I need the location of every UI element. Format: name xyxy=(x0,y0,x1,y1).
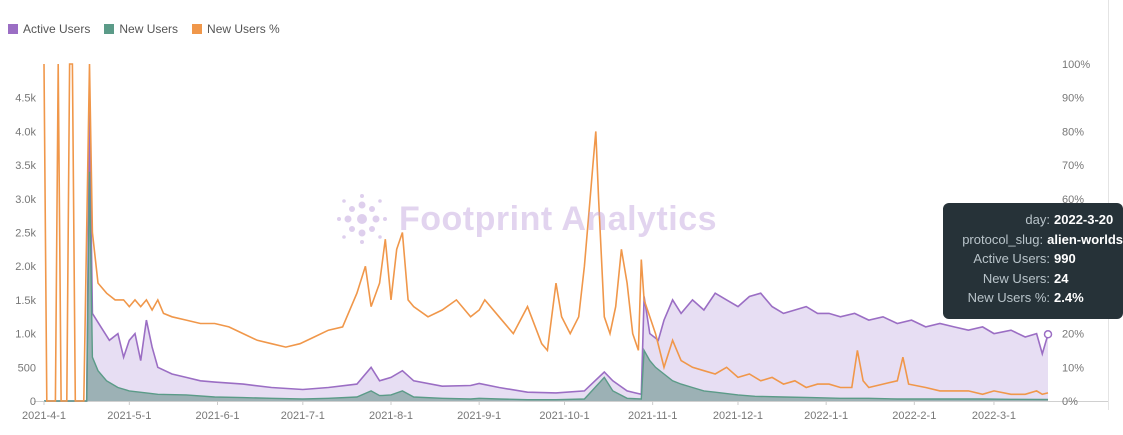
series-line-new-users xyxy=(44,171,1049,402)
legend-swatch xyxy=(104,24,115,34)
y2-tick-label: 20% xyxy=(1062,329,1084,341)
y2-tick-label: 100% xyxy=(1062,59,1090,71)
x-tick-label: 2021-4-1 xyxy=(22,410,66,422)
legend-label: New Users % xyxy=(207,22,280,36)
y-tick-label: 4.5k xyxy=(15,93,36,105)
legend-item-active-users[interactable]: Active Users xyxy=(8,22,90,36)
legend-swatch xyxy=(8,24,18,34)
tooltip-value: 2022-3-20 xyxy=(1054,212,1114,227)
legend-item-new-users[interactable]: New Users xyxy=(104,22,178,36)
tooltip-key: New Users %: xyxy=(967,290,1050,305)
y-tick-label: 4.0k xyxy=(15,126,36,138)
y-tick-label: 1.5k xyxy=(15,295,36,307)
y-tick-label: 500 xyxy=(18,362,36,374)
tooltip-row-protocol: protocol_slug: alien-worlds xyxy=(943,232,1123,252)
watermark: Footprint Analytics xyxy=(335,192,717,246)
x-tick-label: 2021-12-1 xyxy=(713,410,763,422)
y-tick-label: 1.0k xyxy=(15,329,36,341)
y2-tick-label: 70% xyxy=(1062,160,1084,172)
y-tick-label: 3.5k xyxy=(15,160,36,172)
tooltip-value: 990 xyxy=(1054,251,1076,266)
tooltip-key: protocol_slug: xyxy=(962,231,1044,247)
y-tick-label: 0 xyxy=(30,396,36,408)
tooltip-value: alien-worlds xyxy=(1047,231,1123,247)
legend-label: Active Users xyxy=(23,22,91,36)
series-line-active-users xyxy=(44,111,1049,402)
x-tick-label: 2021-5-1 xyxy=(107,410,151,422)
x-tick-label: 2021-8-1 xyxy=(369,410,413,422)
hover-point xyxy=(1043,330,1053,339)
tooltip-row-new-users: New Users: 24 xyxy=(943,271,1123,291)
tooltip-key: New Users: xyxy=(982,270,1050,286)
series-area-active-users xyxy=(44,111,1048,401)
tooltip-key: Active Users: xyxy=(973,251,1050,266)
y-tick-label: 3.0k xyxy=(15,194,36,206)
series-layer xyxy=(43,63,1049,402)
y2-tick-label: 90% xyxy=(1062,93,1084,105)
x-tick-label: 2021-9-1 xyxy=(457,410,501,422)
hover-marker xyxy=(1043,330,1053,339)
y2-tick-label: 10% xyxy=(1062,362,1084,374)
watermark-text: Footprint Analytics xyxy=(399,199,718,238)
tooltip-row-day: day: 2022-3-20 xyxy=(943,212,1123,232)
x-tick-label: 2022-1-1 xyxy=(804,410,848,422)
tooltip-row-new-users-percent: New Users %: 2.4% xyxy=(943,290,1123,310)
x-tick-label: 2021-7-1 xyxy=(281,410,325,422)
x-tick-label: 2021-6-1 xyxy=(195,410,239,422)
axes: 0 500 1.0k 1.5k 2.0k 2.5k 3.0k 3.5k 4.0k 4.5k 0% 10… xyxy=(15,59,1090,422)
legend-swatch xyxy=(192,24,203,34)
x-tick-label: 2022-2-1 xyxy=(892,410,936,422)
tooltip-value: 24 xyxy=(1054,270,1069,286)
legend-item-new-users-percent[interactable]: New Users % xyxy=(192,22,280,36)
y2-tick-label: 80% xyxy=(1062,126,1084,138)
x-tick-label: 2021-10-1 xyxy=(539,410,589,422)
tooltip-row-active-users: Active Users: 990 xyxy=(943,251,1123,271)
series-line-new-users-percent xyxy=(43,63,1049,402)
y2-tick-label: 60% xyxy=(1062,194,1084,206)
legend-label: New Users xyxy=(119,22,179,36)
x-tick-label: 2021-11-1 xyxy=(628,410,677,422)
tooltip: day: 2022-3-20 protocol_slug: alien-worl… xyxy=(943,203,1123,319)
tooltip-key: day: xyxy=(1025,212,1050,227)
tooltip-value: 2.4% xyxy=(1054,290,1084,305)
legend: Active Users New Users New Users % xyxy=(8,22,280,36)
footprint-logo-icon xyxy=(337,194,387,244)
y2-tick-label: 0% xyxy=(1062,396,1078,408)
y-tick-label: 2.0k xyxy=(15,261,36,273)
y-tick-label: 2.5k xyxy=(15,228,36,240)
x-tick-label: 2022-3-1 xyxy=(972,410,1016,422)
